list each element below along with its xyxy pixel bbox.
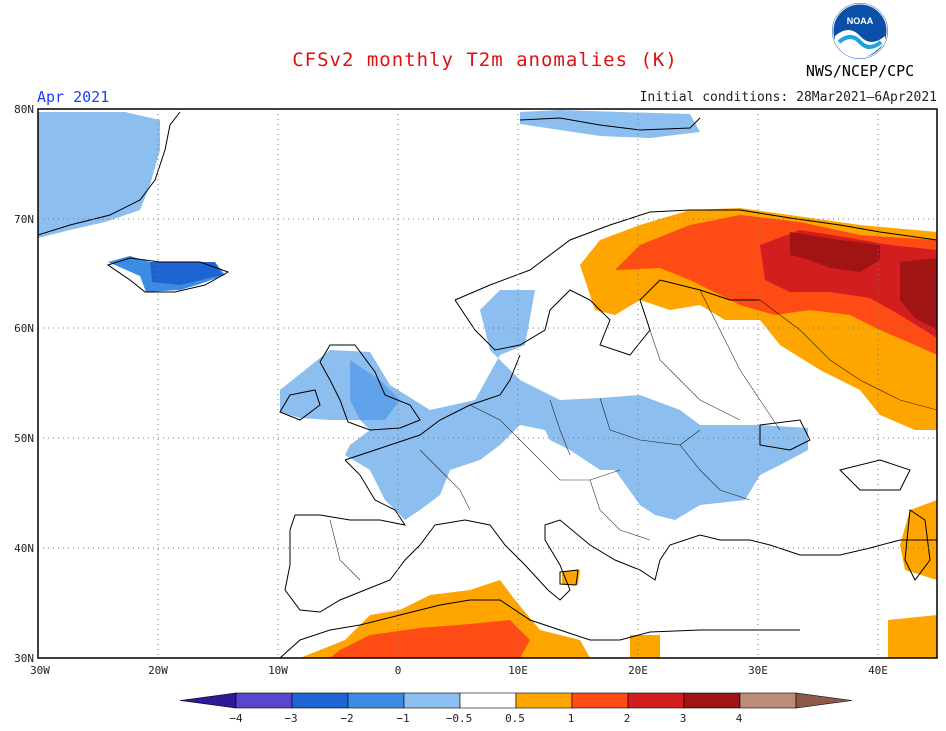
- chart-title: CFSv2 monthly T2m anomalies (K): [292, 49, 678, 71]
- lat-label: 80N: [14, 103, 34, 116]
- colorbar-tick-label: 4: [736, 712, 743, 725]
- svg-text:NOAA: NOAA: [847, 16, 874, 26]
- colorbar-box: [459, 692, 517, 709]
- colorbar-tick-label: 3: [680, 712, 687, 725]
- colorbar-end-high: [795, 692, 853, 709]
- lon-label: 0: [395, 664, 402, 677]
- colorbar-tick-label: −3: [284, 712, 297, 725]
- latitude-labels: 80N 70N 60N 50N 40N 30N: [14, 103, 34, 665]
- colorbar-box: [571, 692, 629, 709]
- anomaly-shading: [38, 110, 937, 658]
- agency-label: NWS/NCEP/CPC: [805, 62, 915, 80]
- lat-label: 60N: [14, 322, 34, 335]
- longitude-labels: 30W 20W 10W 0 10E 20E 30E 40E: [30, 664, 888, 677]
- colorbar-end-low: [179, 692, 237, 709]
- colorbar-tick-label: 0.5: [505, 712, 525, 725]
- lon-label: 10E: [508, 664, 528, 677]
- colorbar-box: [515, 692, 573, 709]
- colorbar-box: [739, 692, 797, 709]
- colorbar-tick-label: −4: [229, 712, 243, 725]
- noaa-logo-icon: NOAA: [832, 3, 888, 59]
- colorbar-box: [403, 692, 461, 709]
- colorbar-tick-label: −1: [396, 712, 409, 725]
- colorbar-tick-label: −2: [340, 712, 353, 725]
- colorbar-tick-label: −0.5: [446, 712, 473, 725]
- initial-conditions-label: Initial conditions: 28Mar2021–6Apr2021: [639, 90, 937, 105]
- country-borders: [329, 289, 937, 581]
- anomaly-region-europe: [280, 290, 808, 520]
- lon-label: 30W: [30, 664, 50, 677]
- lon-label: 40E: [868, 664, 888, 677]
- colorbar-box: [683, 692, 741, 709]
- anomaly-region-svalbard: [520, 110, 700, 138]
- lat-label: 40N: [14, 542, 34, 555]
- anomaly-region-greenland: [38, 112, 160, 238]
- map-frame: [37, 108, 938, 659]
- colorbar-box: [627, 692, 685, 709]
- colorbar-box: [347, 692, 405, 709]
- lon-label: 30E: [748, 664, 768, 677]
- lon-label: 20E: [628, 664, 648, 677]
- colorbar-tick-label: 1: [568, 712, 575, 725]
- colorbar-tick-labels: −4 −3 −2 −1 −0.5 0.5 1 2 3 4: [229, 712, 742, 725]
- lon-label: 20W: [148, 664, 168, 677]
- colorbar-box: [291, 692, 349, 709]
- colorbar-box: [235, 692, 293, 709]
- lon-label: 10W: [268, 664, 288, 677]
- valid-month-label: Apr 2021: [37, 88, 110, 106]
- colorbar-boxes: [179, 692, 853, 709]
- colorbar-tick-label: 2: [624, 712, 631, 725]
- lat-label: 70N: [14, 213, 34, 226]
- coastlines: [38, 111, 937, 658]
- lat-label: 50N: [14, 432, 34, 445]
- lat-label: 30N: [14, 652, 34, 665]
